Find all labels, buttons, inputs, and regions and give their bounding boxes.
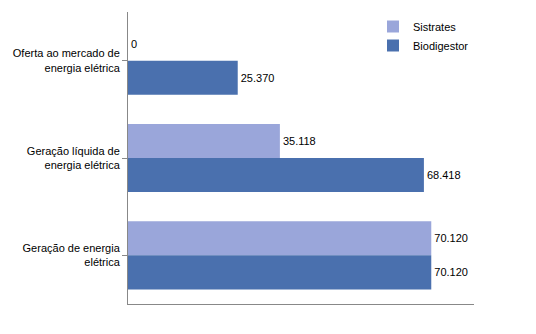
svg-text:70.120: 70.120 xyxy=(434,266,468,278)
svg-text:Sistrates: Sistrates xyxy=(413,21,456,33)
svg-text:Geração de energiaelétrica: Geração de energiaelétrica xyxy=(23,242,121,268)
svg-text:0: 0 xyxy=(131,38,137,50)
svg-text:35.118: 35.118 xyxy=(283,135,316,147)
svg-text:Geração líquida deenergia elét: Geração líquida deenergia elétrica xyxy=(27,145,121,171)
svg-text:68.418: 68.418 xyxy=(427,169,461,181)
svg-text:Biodigestor: Biodigestor xyxy=(413,40,468,52)
svg-text:25.370: 25.370 xyxy=(241,72,275,84)
svg-text:70.120: 70.120 xyxy=(434,232,468,244)
svg-text:Oferta ao mercado deenergia el: Oferta ao mercado deenergia elétrica xyxy=(13,47,121,73)
